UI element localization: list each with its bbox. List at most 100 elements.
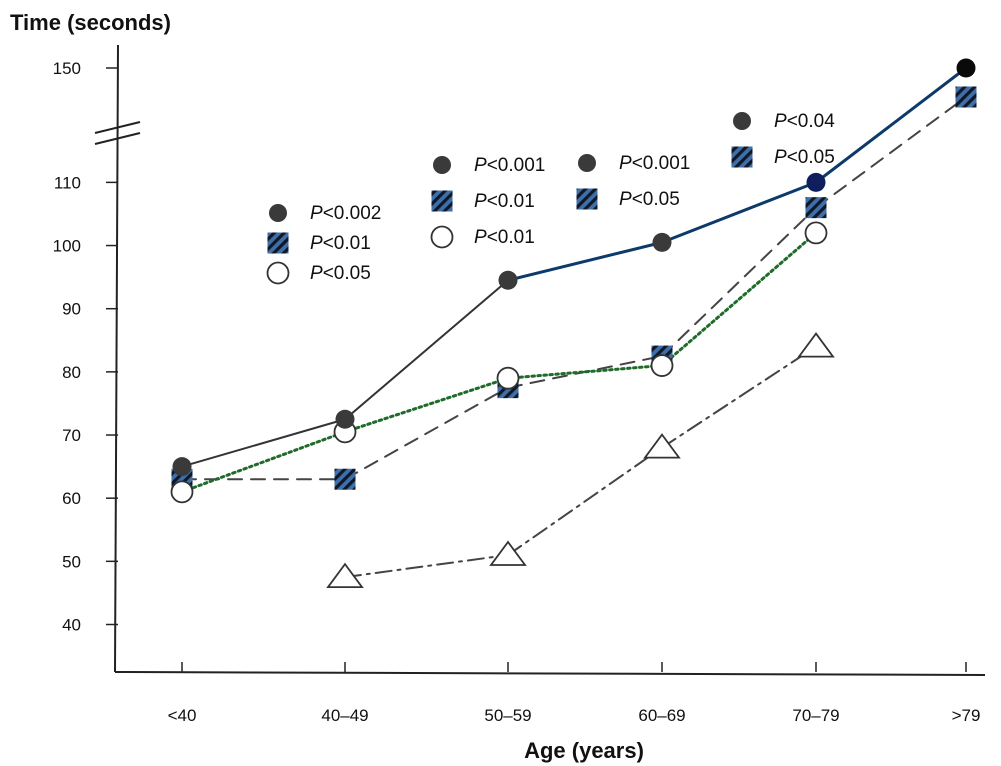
p-value-label: P<0.01 — [474, 227, 535, 248]
data-point-open-circle — [496, 366, 520, 390]
p-symbol: P — [474, 227, 487, 248]
series-line-segment — [506, 240, 664, 282]
p-value-label: P<0.002 — [310, 203, 381, 224]
x-tick-label: <40 — [168, 706, 197, 725]
p-symbol: P — [310, 233, 323, 254]
data-point-filled-circle — [733, 112, 751, 130]
p-threshold: <0.05 — [787, 147, 835, 168]
p-symbol: P — [474, 155, 487, 176]
x-tick-label: 60–69 — [638, 706, 685, 725]
data-point-filled-circle — [498, 270, 518, 290]
data-point-filled-circle — [578, 154, 596, 172]
data-point-filled-circle — [172, 457, 192, 477]
p-threshold: <0.001 — [487, 155, 546, 176]
axis-break-mark — [94, 121, 141, 134]
p-value-label: P<0.001 — [474, 155, 545, 176]
y-tick-label: 150 — [53, 59, 81, 78]
data-point-open-triangle — [797, 332, 835, 358]
series-layer — [170, 58, 977, 589]
data-point-open-circle — [430, 225, 454, 249]
data-point-hatched-square — [731, 146, 753, 168]
data-point-hatched-square — [334, 468, 356, 490]
data-point-filled-circle — [269, 204, 287, 222]
p-value-label: P<0.05 — [310, 263, 371, 284]
x-tick-label: >79 — [952, 706, 981, 725]
p-symbol: P — [310, 263, 323, 284]
data-point-hatched-square — [955, 86, 977, 108]
series-line-segment — [660, 180, 818, 244]
p-symbol: P — [310, 203, 323, 224]
axes: 40 50 60 70 80 90 100 110 150 <40 40–49 50–59 60–69 7… — [53, 44, 986, 725]
data-point-hatched-square — [576, 188, 598, 210]
p-threshold: <0.01 — [487, 227, 535, 248]
y-axis-title: Time (seconds) — [10, 10, 171, 35]
data-point-filled-circle — [433, 156, 451, 174]
p-symbol: P — [774, 147, 787, 168]
p-symbol: P — [774, 111, 787, 132]
series-line-segment — [506, 364, 664, 380]
data-point-open-triangle — [489, 540, 527, 566]
x-tick-label: 40–49 — [321, 706, 368, 725]
y-tick-label: 70 — [62, 426, 81, 445]
data-point-open-circle — [266, 261, 290, 285]
p-value-annotations: P<0.002P<0.01P<0.05P<0.001P<0.01P<0.01P<… — [266, 111, 835, 285]
series-line-segment — [344, 386, 509, 481]
series-line-segment — [661, 345, 817, 449]
series-line-segment — [180, 430, 347, 494]
p-value-label: P<0.001 — [619, 153, 690, 174]
data-point-open-circle — [170, 480, 194, 504]
data-point-open-triangle — [326, 562, 364, 589]
data-point-filled-circle — [956, 58, 976, 78]
x-tick-label: 50–59 — [484, 706, 531, 725]
y-tick-label: 40 — [62, 616, 81, 635]
series-line-segment — [344, 279, 509, 421]
p-threshold: <0.04 — [787, 111, 836, 132]
p-threshold: <0.002 — [323, 203, 382, 224]
y-tick-label: 80 — [62, 363, 81, 382]
series-line-segment — [181, 418, 346, 468]
data-point-hatched-square — [267, 232, 289, 254]
series-line-segment — [814, 66, 968, 184]
data-point-filled-circle — [652, 232, 672, 252]
axis-break-mark — [94, 132, 141, 145]
x-tick-label: 70–79 — [792, 706, 839, 725]
series-line-segment — [815, 96, 967, 209]
p-threshold: <0.001 — [632, 153, 691, 174]
data-point-hatched-square — [431, 190, 453, 212]
p-threshold: <0.01 — [487, 191, 535, 212]
x-axis-line — [114, 671, 986, 676]
data-point-open-circle — [804, 221, 828, 245]
p-threshold: <0.05 — [632, 189, 680, 210]
p-value-label: P<0.04 — [774, 111, 835, 132]
series-line-segment — [343, 376, 510, 434]
data-point-filled-circle — [335, 409, 355, 429]
p-symbol: P — [619, 153, 632, 174]
p-threshold: <0.01 — [323, 233, 371, 254]
data-point-open-circle — [650, 354, 674, 377]
series-line-segment — [661, 206, 817, 358]
p-value-label: P<0.01 — [310, 233, 371, 254]
p-value-label: P<0.05 — [619, 189, 680, 210]
p-symbol: P — [474, 191, 487, 212]
y-tick-label: 50 — [62, 552, 81, 571]
y-tick-label: 90 — [62, 300, 81, 319]
series-line-segment — [507, 446, 663, 557]
p-value-label: P<0.05 — [774, 147, 835, 168]
y-axis-line — [114, 44, 119, 673]
series-line-segment — [660, 231, 818, 368]
p-threshold: <0.05 — [323, 263, 371, 284]
x-axis-title: Age (years) — [524, 738, 644, 763]
series-line-segment — [344, 554, 509, 579]
data-point-filled-circle — [806, 172, 826, 192]
annotation-group: P<0.04P<0.05 — [731, 111, 835, 168]
y-tick-label: 110 — [54, 173, 81, 192]
p-value-label: P<0.01 — [474, 191, 535, 212]
y-tick-label: 60 — [62, 489, 81, 508]
p-symbol: P — [619, 189, 632, 210]
y-tick-label: 100 — [53, 237, 81, 256]
data-point-hatched-square — [805, 197, 827, 219]
